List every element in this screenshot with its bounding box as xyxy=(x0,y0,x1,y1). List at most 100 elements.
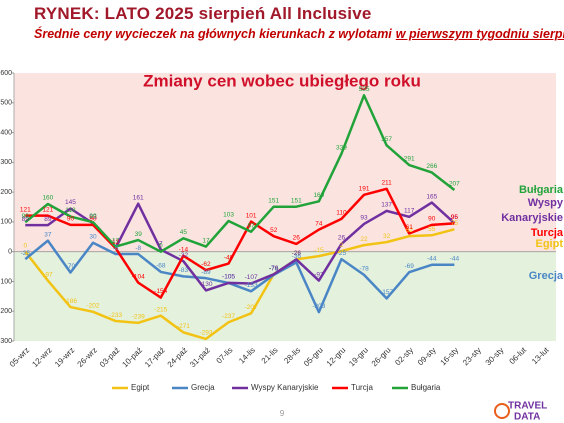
negative-band xyxy=(14,251,556,341)
data-label: 17 xyxy=(112,237,120,244)
data-label: 151 xyxy=(268,197,279,204)
data-label: 75 xyxy=(451,220,459,227)
data-label: 169 xyxy=(313,192,324,199)
data-label: 191 xyxy=(359,186,370,193)
data-label: -26 xyxy=(292,250,302,257)
subtitle-text: Średnie ceny wycieczek na głównych kieru… xyxy=(34,27,392,41)
x-tick-label: 19-gru xyxy=(347,346,370,369)
series-annotation: Kanaryjskie xyxy=(501,212,563,224)
x-tick-label: 26-wrz xyxy=(76,346,99,369)
series-annotation: Grecja xyxy=(529,270,564,282)
y-tick-label: 600 xyxy=(0,70,12,77)
data-label: 291 xyxy=(404,156,415,163)
data-label: -293 xyxy=(199,330,212,337)
data-label: 2 xyxy=(340,242,344,249)
data-label: -186 xyxy=(64,298,77,305)
y-tick-label: 200 xyxy=(0,189,12,196)
x-tick-label: 13-lut xyxy=(530,345,551,366)
data-label: 117 xyxy=(404,208,415,215)
data-label: 151 xyxy=(291,197,302,204)
x-tick-label: 21-lis xyxy=(260,346,280,366)
data-label: 55 xyxy=(428,226,436,233)
data-label: -203 xyxy=(312,303,325,310)
data-label: 99 xyxy=(89,213,97,220)
data-label: -44 xyxy=(427,255,437,262)
data-label: 90 xyxy=(89,216,97,223)
data-label: 67 xyxy=(248,222,256,229)
data-label: 0 xyxy=(159,242,163,249)
x-tick-label: 12-wrz xyxy=(30,346,53,369)
bands xyxy=(13,73,556,341)
data-label: -69 xyxy=(405,263,415,270)
x-tick-label: 06-lut xyxy=(508,345,529,366)
data-label: -97 xyxy=(314,271,324,278)
data-label: -14 xyxy=(179,247,189,254)
data-label: -239 xyxy=(132,314,145,321)
data-label: 161 xyxy=(133,194,144,201)
data-label: -8 xyxy=(135,245,141,252)
data-label: -40 xyxy=(224,254,234,261)
positive-band xyxy=(14,73,556,252)
logo-text: TRAVEL xyxy=(508,401,547,412)
x-tick-label: 16-sty xyxy=(439,346,461,368)
data-label: -133 xyxy=(245,282,258,289)
data-label: -215 xyxy=(154,306,167,313)
data-label: 17 xyxy=(202,237,210,244)
data-label: 61 xyxy=(406,224,414,231)
data-label: -36 xyxy=(292,253,302,260)
data-label: 165 xyxy=(426,193,437,200)
x-tick-label: 07-lis xyxy=(215,346,235,366)
series-line xyxy=(25,187,455,299)
data-label: 0 xyxy=(23,242,27,249)
data-label: -207 xyxy=(245,304,258,311)
legend-label: Egipt xyxy=(131,383,150,392)
y-tick-label: 100 xyxy=(0,219,12,226)
y-tick-label: -100 xyxy=(0,278,12,285)
series-annotation: Turcja xyxy=(531,227,564,239)
data-label: 110 xyxy=(336,210,347,217)
logo-icon xyxy=(494,403,510,419)
data-label: -107 xyxy=(245,274,258,281)
data-label: 121 xyxy=(42,206,53,213)
data-label: 145 xyxy=(65,199,76,206)
x-tick-label: 03-paź xyxy=(98,346,122,370)
data-label: -78 xyxy=(269,266,279,273)
data-label: 357 xyxy=(381,136,392,143)
x-tick-label: 28-lis xyxy=(282,346,302,366)
data-label: 137 xyxy=(381,202,392,209)
data-label: 160 xyxy=(42,195,53,202)
x-tick-label: 30-sty xyxy=(484,346,506,368)
data-label: 7 xyxy=(159,240,163,247)
x-tick-label: 19-wrz xyxy=(53,346,76,369)
x-tick-label: 09-sty xyxy=(416,346,438,368)
data-label: 90 xyxy=(67,216,75,223)
data-label: 30 xyxy=(89,233,97,240)
legend-label: Wyspy Kanaryjskie xyxy=(251,383,319,392)
data-label: -15 xyxy=(314,247,324,254)
data-label: 89 xyxy=(22,216,30,223)
data-label: 96 xyxy=(451,214,459,221)
data-label: -105 xyxy=(222,274,235,281)
x-tick-label: 24-paź xyxy=(166,346,190,370)
x-tick-label: 17-paź xyxy=(143,346,167,370)
data-label: 95 xyxy=(451,214,459,221)
data-label: 26 xyxy=(293,235,301,242)
data-label: -237 xyxy=(222,313,235,320)
data-label: -104 xyxy=(132,273,145,280)
data-label: -76 xyxy=(269,265,279,272)
x-tick-label: 23-sty xyxy=(461,346,483,368)
series-annotation: Wyspy xyxy=(528,197,564,209)
data-label: 99 xyxy=(22,213,30,220)
data-label: 211 xyxy=(381,180,392,187)
data-label: 101 xyxy=(246,212,257,219)
legend-label: Grecja xyxy=(191,383,215,392)
data-label: 121 xyxy=(20,206,31,213)
data-label: 12 xyxy=(112,239,120,246)
x-tick-label: 02-sty xyxy=(393,346,415,368)
data-label: 207 xyxy=(449,181,460,188)
data-label: -70 xyxy=(66,263,76,270)
data-label: -68 xyxy=(156,263,166,270)
data-label: 89 xyxy=(44,216,52,223)
data-label: -25 xyxy=(337,250,347,257)
